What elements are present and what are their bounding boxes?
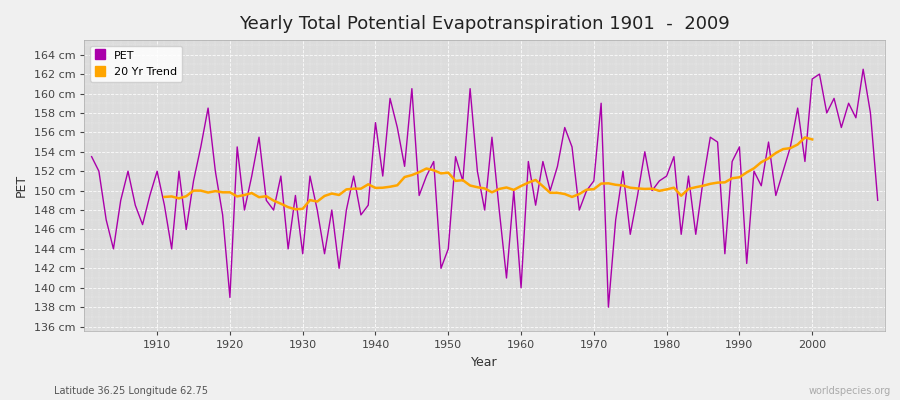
Text: Latitude 36.25 Longitude 62.75: Latitude 36.25 Longitude 62.75 [54,386,208,396]
Legend: PET, 20 Yr Trend: PET, 20 Yr Trend [90,46,182,82]
Text: worldspecies.org: worldspecies.org [809,386,891,396]
Y-axis label: PET: PET [15,174,28,197]
X-axis label: Year: Year [472,356,498,369]
Title: Yearly Total Potential Evapotranspiration 1901  -  2009: Yearly Total Potential Evapotranspiratio… [239,15,730,33]
